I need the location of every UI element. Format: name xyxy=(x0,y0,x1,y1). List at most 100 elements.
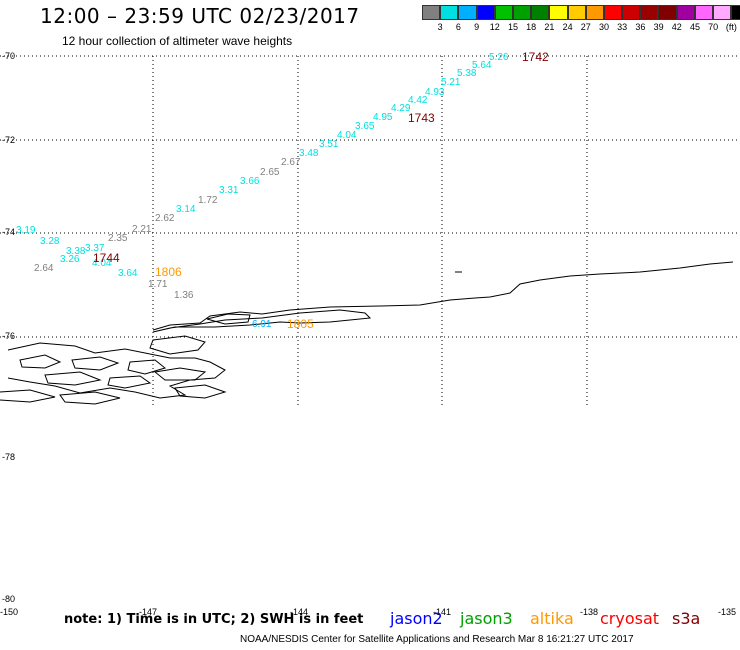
color-scale-swatch xyxy=(731,5,740,20)
color-scale-label: 3 xyxy=(437,22,443,32)
color-scale-swatch xyxy=(476,5,495,20)
color-scale-swatch xyxy=(694,5,713,20)
color-scale-swatch xyxy=(658,5,677,20)
satellite-legend-item: altika xyxy=(530,609,574,628)
track-time-label: 1742 xyxy=(522,50,549,64)
color-scale-swatches xyxy=(422,5,740,20)
wave-height-label: 5.26 xyxy=(489,52,509,63)
footer-credit: NOAA/NESDIS Center for Satellite Applica… xyxy=(240,634,634,645)
coast-outline xyxy=(0,389,56,403)
wave-height-label: 4.42 xyxy=(408,95,428,106)
color-scale-swatch xyxy=(549,5,568,20)
wave-height-label: 2.64 xyxy=(34,263,54,274)
lon-label: -147 xyxy=(139,607,158,617)
wave-height-label: 3.19 xyxy=(16,225,36,236)
color-scale-label: 18 xyxy=(526,22,537,32)
wave-height-label: 2.65 xyxy=(260,167,280,178)
wave-height-label: 3.38 xyxy=(66,246,86,257)
wave-height-label: 2.67 xyxy=(281,157,301,168)
page-title: 12:00 – 23:59 UTC 02/23/2017 xyxy=(40,4,360,28)
color-scale-label: 33 xyxy=(617,22,628,32)
page-subtitle: 12 hour collection of altimeter wave hei… xyxy=(62,34,293,48)
color-scale-label: 42 xyxy=(671,22,682,32)
wave-height-label: 3.64 xyxy=(118,268,138,279)
color-scale-label: 27 xyxy=(580,22,591,32)
color-scale-swatch xyxy=(622,5,641,20)
color-scale-swatch xyxy=(458,5,477,20)
wave-height-label: 3.28 xyxy=(40,236,60,247)
lat-label: -76 xyxy=(2,331,16,341)
color-scale-label: 36 xyxy=(635,22,646,32)
wave-height-label: 1.36 xyxy=(174,290,194,301)
color-scale-labels: 3 6 9 12 15 18 21 24 27 30 33 36 39 42 45 70 (ft) xyxy=(422,22,740,34)
island-outline xyxy=(174,384,227,399)
lat-label: -78 xyxy=(2,452,16,462)
color-scale-swatch xyxy=(585,5,604,20)
color-scale-label: 39 xyxy=(653,22,664,32)
wave-height-label: 2.35 xyxy=(108,233,128,244)
wave-height-label: 4.95 xyxy=(373,112,393,123)
wave-height-label: 4.93 xyxy=(425,87,445,98)
lat-label: -80 xyxy=(2,594,16,604)
track-time-label: 1743 xyxy=(408,111,435,125)
color-scale-label: 70 xyxy=(708,22,719,32)
lat-label: -74 xyxy=(2,227,16,237)
wave-height-label: 3.65 xyxy=(355,121,375,132)
wave-height-label: 6.91 xyxy=(252,319,272,330)
lon-label: -150 xyxy=(0,607,19,617)
wave-height-label: 2.21 xyxy=(132,224,152,235)
track-time-label: 1744 xyxy=(93,251,120,265)
island-outline xyxy=(44,371,102,386)
island-outline xyxy=(19,354,62,369)
wave-height-label: 4.29 xyxy=(391,103,411,114)
lon-label: -141 xyxy=(433,607,452,617)
satellite-legend-item: cryosat xyxy=(600,609,660,628)
wave-height-label: 3.51 xyxy=(319,139,339,150)
ice-shelf-edge xyxy=(152,261,734,331)
track-time-label: 1806 xyxy=(155,265,182,279)
island-outline xyxy=(153,367,207,381)
color-scale-swatch xyxy=(567,5,586,20)
island-outline xyxy=(127,359,167,375)
wave-height-label: 5.21 xyxy=(441,77,461,88)
color-scale-swatch xyxy=(531,5,550,20)
color-scale-swatch xyxy=(494,5,513,20)
island-outline xyxy=(59,391,121,405)
satellite-legend-item: jason3 xyxy=(460,609,513,628)
island-outline xyxy=(107,375,152,389)
coast-outline xyxy=(152,309,372,333)
wave-height-labels: 5.26 5.64 5.38 5.21 4.93 4.42 4.29 4.95 … xyxy=(16,52,509,330)
wave-height-label: 3.66 xyxy=(240,176,260,187)
wave-height-label: 3.31 xyxy=(219,185,239,196)
color-scale: 3 6 9 12 15 18 21 24 27 30 33 36 39 42 45 70 (ft) xyxy=(422,5,740,34)
wave-height-label: 4.04 xyxy=(92,258,112,269)
color-scale-label: 21 xyxy=(544,22,555,32)
satellite-legend-item: jason2 xyxy=(390,609,443,628)
color-scale-swatch xyxy=(440,5,459,20)
wave-height-label: 3.48 xyxy=(299,148,319,159)
wave-height-label: 5.38 xyxy=(457,68,477,79)
wave-height-label: 2.62 xyxy=(155,213,175,224)
wave-height-label: 3.37 xyxy=(85,243,105,254)
color-scale-swatch xyxy=(713,5,732,20)
track-time-labels: 1742 1743 1744 1806 1805 xyxy=(93,50,549,331)
coastline xyxy=(0,261,734,405)
color-scale-swatch xyxy=(676,5,695,20)
wave-height-label: 5.64 xyxy=(472,60,492,71)
coast-outline xyxy=(7,342,226,399)
color-scale-label: 30 xyxy=(598,22,610,32)
wave-height-label: 4.04 xyxy=(337,130,357,141)
wave-height-label: 1.72 xyxy=(198,195,218,206)
units-note: note: 1) Time is in UTC; 2) SWH is in fe… xyxy=(64,612,364,627)
color-scale-label: 24 xyxy=(562,22,573,32)
color-scale-label: 12 xyxy=(489,22,500,32)
color-scale-label: 45 xyxy=(689,22,701,32)
satellite-legend-item: s3a xyxy=(672,609,701,628)
wave-height-label: 1.71 xyxy=(148,279,168,290)
color-scale-label: (ft) xyxy=(725,22,737,32)
lon-label: -138 xyxy=(580,607,599,617)
color-scale-label: 15 xyxy=(507,22,519,32)
island-outline xyxy=(71,356,120,371)
color-scale-swatch xyxy=(603,5,623,20)
